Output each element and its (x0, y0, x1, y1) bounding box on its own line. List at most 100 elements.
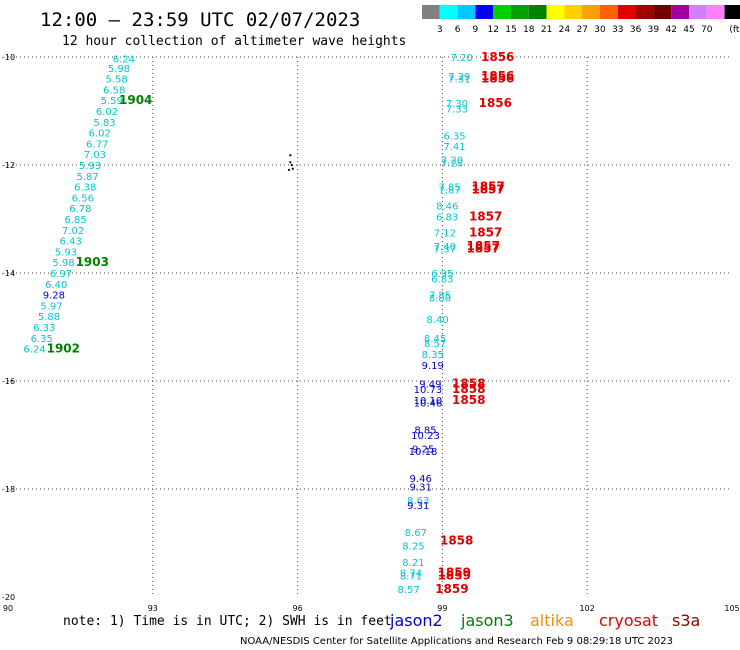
wave-height-label: 8.21 (402, 558, 424, 569)
color-scale-label: 36 (630, 25, 642, 35)
wave-height-label: 5.97 (40, 301, 62, 312)
wave-height-label: 10.18 (409, 447, 438, 458)
pass-time-label: 1857 (471, 180, 504, 194)
wave-height-label: 7.87 (439, 185, 461, 196)
wave-height-label: 7.03 (84, 150, 106, 161)
color-scale-label: 21 (541, 25, 552, 35)
color-scale-swatch (439, 5, 458, 19)
color-scale-label: 45 (683, 25, 694, 35)
wave-height-label: 5.98 (108, 64, 130, 75)
wave-height-label: 9.28 (43, 291, 65, 302)
color-scale-unit: (ft) (729, 25, 740, 35)
pass-time-label: 1858 (452, 382, 485, 396)
wave-height-label: 8.80 (429, 293, 451, 304)
pass-time-label: 1857 (467, 242, 500, 256)
wave-height-label: 8.45 (424, 334, 446, 345)
wave-height-label: 6.58 (103, 85, 125, 96)
wave-height-label: 9.25 (412, 445, 434, 456)
wave-height-label: 7.28 (441, 158, 463, 169)
color-scale-swatch (635, 5, 654, 19)
wave-height-label: 6.02 (89, 129, 111, 140)
color-scale-swatch (475, 5, 494, 19)
pass-time-label: 1856 (481, 69, 514, 83)
wave-height-label: 6.95 (431, 269, 453, 280)
island-point (291, 167, 294, 170)
color-scale-label: 27 (576, 25, 587, 35)
wave-height-label: 5.98 (52, 258, 74, 269)
color-scale-label: 3 (437, 25, 443, 35)
wave-height-label: 7.85 (439, 183, 461, 194)
pass-time-label: 1858 (452, 377, 485, 391)
wave-height-label: 7.37 (434, 245, 456, 256)
axis-ticks: 90 93 96 99 102 105 -10 -12 -14 -16 -18 -20 (2, 53, 740, 613)
wave-height-label: 6.35 (31, 334, 53, 345)
wave-height-label: 7.31 (448, 75, 470, 86)
color-scale-label: 33 (612, 25, 623, 35)
wave-height-label: 5.58 (105, 75, 127, 86)
wave-height-label: 6.78 (69, 204, 91, 215)
wave-height-label: 6.77 (86, 139, 108, 150)
satellite-legend-jason3: jason3 (460, 611, 514, 630)
wave-height-label: 7.29 (448, 72, 470, 83)
color-scale-swatch (564, 5, 583, 19)
wave-height-label: 10.23 (411, 431, 440, 442)
wave-height-label: 6.24 (23, 345, 45, 356)
pass-time-label: 1858 (452, 393, 485, 407)
wave-height-label: 7.12 (434, 229, 456, 240)
wave-height-label: 6.97 (50, 269, 72, 280)
color-scale-label: 15 (505, 25, 516, 35)
units-note: note: 1) Time is in UTC; 2) SWH is in fe… (63, 614, 392, 629)
color-scale-label: 70 (701, 25, 713, 35)
pass-time-label: 1902 (47, 342, 80, 356)
wave-height-label: 5.83 (93, 118, 115, 129)
y-tick-label: -18 (2, 485, 15, 494)
y-tick-label: -20 (2, 593, 15, 602)
wave-height-label: 7.33 (446, 104, 468, 115)
pass-time-label: 1857 (469, 226, 502, 240)
color-scale-swatch (689, 5, 707, 19)
wave-height-label: 7.20 (451, 53, 473, 64)
wave-height-label: 7.20 (441, 156, 463, 167)
color-scale-swatch (422, 5, 440, 19)
satellite-legend-jason2: jason2 (389, 611, 443, 630)
x-tick-label: 99 (437, 604, 447, 613)
wave-height-label: 5.93 (55, 247, 77, 258)
color-scale-swatch (528, 5, 547, 19)
color-scale-swatch (724, 5, 740, 19)
pass-time-label: 1856 (481, 50, 514, 64)
wave-height-label: 5.88 (38, 312, 60, 323)
color-scale-swatch (706, 5, 725, 19)
wave-height-label: 9.19 (422, 361, 444, 372)
island-point (289, 161, 292, 164)
credit-line: NOAA/NESDIS Center for Satellite Applica… (240, 636, 673, 647)
color-scale-swatch (511, 5, 529, 19)
x-tick-label: 90 (3, 604, 13, 613)
pass-time-label: 1859 (435, 582, 468, 596)
x-tick-label: 93 (148, 604, 158, 613)
wave-height-label: 10.46 (414, 399, 443, 410)
wave-height-label: 8.25 (402, 542, 424, 553)
wave-height-label: 8.40 (426, 315, 448, 326)
wave-height-label: 8.46 (436, 202, 458, 213)
wave-height-label: 5.93 (79, 161, 101, 172)
chart-title: 12:00 – 23:59 UTC 02/07/2023 (40, 9, 360, 31)
wave-height-label: 6.56 (72, 193, 94, 204)
wave-height-label: 9.31 (410, 482, 432, 493)
chart-subtitle: 12 hour collection of altimeter wave hei… (62, 34, 406, 49)
color-scale-swatch (671, 5, 689, 19)
pass-time-label: 1904 (119, 93, 152, 107)
wave-height-label: 9.46 (410, 474, 432, 485)
pass-time-label: 1859 (438, 566, 471, 580)
color-scale-label: 30 (594, 25, 606, 35)
wave-height-label: 6.24 (113, 55, 135, 66)
pass-time-label: 1856 (479, 96, 512, 110)
color-scale-label: 12 (487, 25, 498, 35)
color-scale-label: 9 (473, 25, 479, 35)
color-scale-label: 18 (523, 25, 535, 35)
wave-height-label: 6.38 (74, 183, 96, 194)
y-tick-label: -12 (2, 161, 15, 170)
wave-height-label: 7.30 (446, 99, 468, 110)
color-scale-swatch (493, 5, 511, 19)
wave-height-label: 5.87 (77, 172, 99, 183)
